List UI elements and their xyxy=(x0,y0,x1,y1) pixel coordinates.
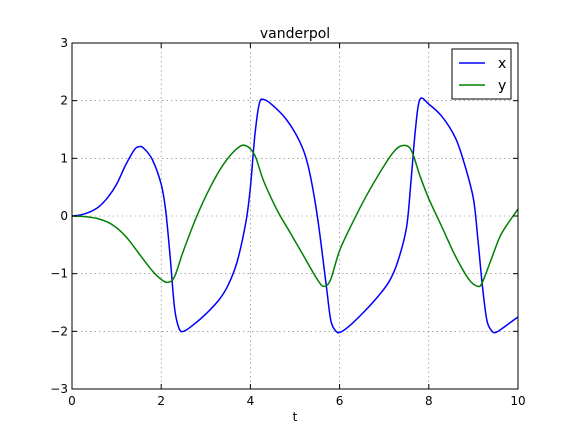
y-tick-label: −3 xyxy=(50,382,68,396)
series-layer xyxy=(72,97,518,334)
y-tick-label: −2 xyxy=(50,324,68,338)
x-tick-label: 6 xyxy=(336,394,344,408)
ticks: 0 2 4 6 8 10 −3 −2 −1 0 1 2 3 xyxy=(50,36,525,408)
legend: xy xyxy=(451,48,512,100)
legend-label-y: y xyxy=(498,78,506,94)
x-tick-label: 10 xyxy=(510,394,525,408)
y-tick-label: 3 xyxy=(60,36,68,50)
y-tick-label: 2 xyxy=(60,94,68,108)
y-tick-label: −1 xyxy=(50,267,68,281)
y-tick-label: 0 xyxy=(60,209,68,223)
legend-label-x: x xyxy=(498,56,506,72)
x-tick-label: 4 xyxy=(247,394,255,408)
series-line-y xyxy=(72,144,518,288)
x-tick-label: 0 xyxy=(68,394,76,408)
x-axis-label: t xyxy=(293,410,298,424)
grid xyxy=(72,43,518,389)
legend-box xyxy=(451,48,512,100)
y-tick-label: 1 xyxy=(60,151,68,165)
x-tick-label: 8 xyxy=(425,394,433,408)
series-line-x xyxy=(72,97,518,334)
chart-title: vanderpol xyxy=(260,26,330,42)
x-tick-label: 2 xyxy=(157,394,165,408)
